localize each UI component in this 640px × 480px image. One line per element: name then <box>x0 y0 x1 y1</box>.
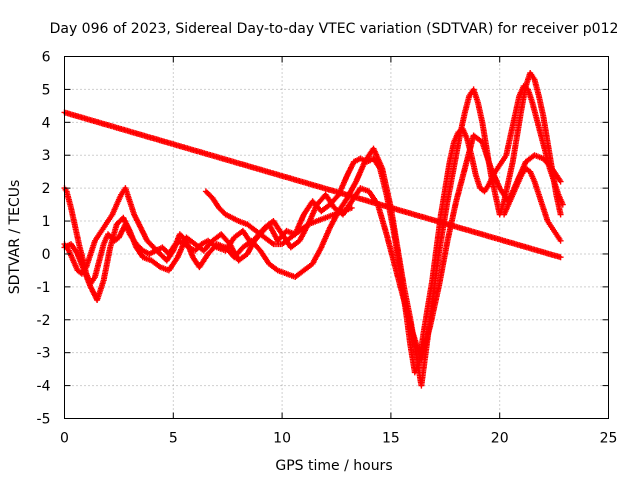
y-tick-label: -3 <box>37 346 51 362</box>
y-tick-label: 1 <box>42 214 51 230</box>
y-tick-label: 3 <box>42 148 51 164</box>
data-series <box>61 70 566 389</box>
x-tick-label: 25 <box>600 431 618 447</box>
series-trace-a <box>61 83 566 376</box>
data-marks-trace-b <box>61 70 564 389</box>
data-marks-trace-d <box>202 188 355 248</box>
x-tick-label: 20 <box>491 431 509 447</box>
x-tick-label: 0 <box>60 431 69 447</box>
y-tick-label: 2 <box>42 181 51 197</box>
data-marks-trace-e <box>501 165 564 244</box>
series-trace-e <box>501 165 564 244</box>
y-tick-label: -5 <box>37 412 51 428</box>
x-tick-label: 10 <box>273 431 291 447</box>
y-tick-label: 5 <box>42 82 51 98</box>
data-marks-trace-a <box>61 83 566 376</box>
plot-frame <box>64 56 609 419</box>
series-trace-d <box>202 188 355 248</box>
series-trace-c <box>61 132 564 363</box>
data-marks-trace-c <box>61 132 564 363</box>
x-tick-label: 15 <box>382 431 400 447</box>
y-tick-label: -4 <box>37 379 51 395</box>
y-tick-label: -2 <box>37 313 51 329</box>
y-tick-label: 0 <box>42 247 51 263</box>
y-tick-label: 6 <box>42 50 51 66</box>
tick-labels: 0 5 10 15 20 25 -5 -4 -3 -2 -1 0 1 2 3 4 5 6 <box>37 50 618 447</box>
chart-title: Day 096 of 2023, Sidereal Day-to-day VTE… <box>50 21 619 37</box>
series-trace-b <box>61 70 564 389</box>
x-axis-title: GPS time / hours <box>275 458 392 474</box>
y-axis-title: SDTVAR / TECUs <box>7 180 23 295</box>
axis-ticks <box>64 56 609 419</box>
y-tick-label: -1 <box>37 280 51 296</box>
y-tick-label: 4 <box>42 115 51 131</box>
x-tick-label: 5 <box>169 431 178 447</box>
